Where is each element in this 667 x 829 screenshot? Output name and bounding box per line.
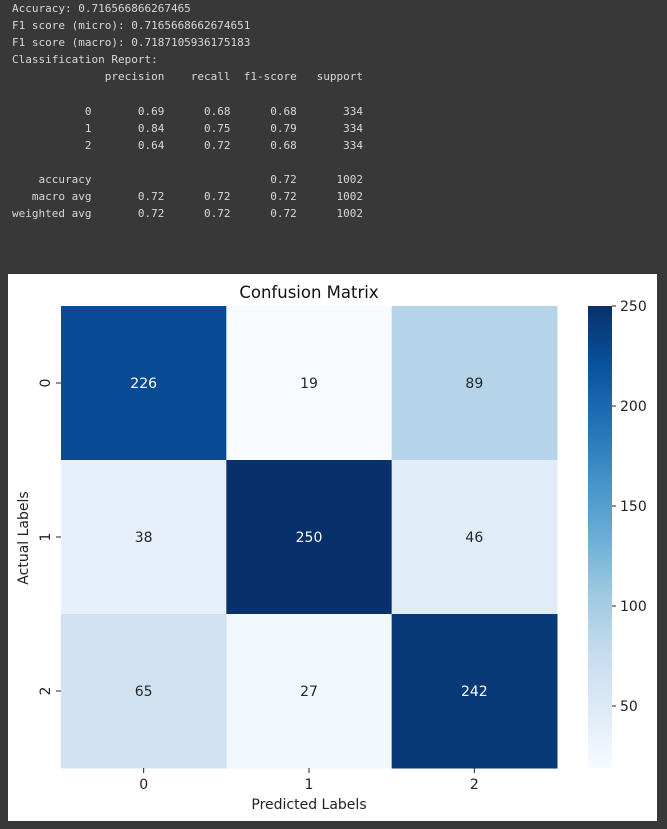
console-line xyxy=(12,85,652,102)
cell-value: 27 xyxy=(300,684,318,700)
console-line: weighted avg 0.72 0.72 0.72 1002 xyxy=(12,207,363,221)
colorbar-tick-label: 150 xyxy=(620,499,647,515)
y-axis-title: Actual Labels xyxy=(16,491,32,584)
heatmap-cell xyxy=(61,614,227,769)
heatmap-cell xyxy=(226,460,393,615)
confusion-matrix-figure: Confusion Matrix 226 19 89 38 250 46 65 27 242 0… xyxy=(8,274,657,821)
heatmap-cell xyxy=(226,614,393,769)
colorbar-tick-label: 50 xyxy=(620,699,638,715)
colorbar-gradient xyxy=(588,306,612,768)
console-line: Classification Report: xyxy=(12,53,158,67)
y-tick-label: 1 xyxy=(38,533,54,542)
console-line: macro avg 0.72 0.72 0.72 1002 xyxy=(12,190,363,204)
console-line: Accuracy: 0.716566866267465 xyxy=(12,2,191,15)
colorbar-tick-label: 250 xyxy=(620,299,647,315)
console-line: 0 0.69 0.68 0.68 334 xyxy=(12,104,363,118)
cell-value: 46 xyxy=(465,530,483,546)
x-tick-label: 2 xyxy=(470,777,479,793)
chart-title: Confusion Matrix xyxy=(239,283,379,302)
x-axis-title: Predicted Labels xyxy=(251,797,366,813)
console-line: F1 score (macro): 0.7187105936175183 xyxy=(12,36,251,50)
y-axis-ticks: 0 1 2 xyxy=(38,379,61,696)
y-tick-label: 2 xyxy=(38,687,54,696)
console-output: Accuracy: 0.716566866267465 F1 score (mic… xyxy=(12,0,652,222)
cell-value: 89 xyxy=(465,376,483,392)
heatmap-cells xyxy=(61,306,558,769)
console-line: F1 score (micro): 0.7165668662674651 xyxy=(12,19,251,33)
heatmap-cell xyxy=(391,460,558,615)
console-line: accuracy 0.72 1002 xyxy=(12,172,363,186)
console-line xyxy=(12,154,652,171)
cell-value: 65 xyxy=(135,684,153,700)
cell-value: 250 xyxy=(296,530,323,546)
heatmap-cell xyxy=(61,306,227,461)
x-tick-label: 1 xyxy=(305,777,314,793)
colorbar: 50 100 150 200 250 xyxy=(588,299,647,768)
cell-value: 242 xyxy=(461,684,488,700)
heatmap-annotations: 226 19 89 38 250 46 65 27 242 xyxy=(130,376,487,700)
cell-value: 226 xyxy=(130,376,157,392)
console-line: 2 0.64 0.72 0.68 334 xyxy=(12,138,363,152)
cell-value: 38 xyxy=(135,530,153,546)
console-line: 1 0.84 0.75 0.79 334 xyxy=(12,121,363,135)
colorbar-tick-label: 100 xyxy=(620,599,647,615)
heatmap-cell xyxy=(61,460,227,615)
heatmap-cell xyxy=(226,306,393,461)
cell-value: 19 xyxy=(300,376,318,392)
y-tick-label: 0 xyxy=(38,379,54,388)
heatmap-cell xyxy=(391,306,558,461)
console-line: precision recall f1-score support xyxy=(12,70,363,84)
colorbar-tick-label: 200 xyxy=(620,399,647,415)
heatmap-cell xyxy=(391,614,558,769)
x-axis-ticks: 0 1 2 xyxy=(139,768,479,793)
x-tick-label: 0 xyxy=(139,777,148,793)
